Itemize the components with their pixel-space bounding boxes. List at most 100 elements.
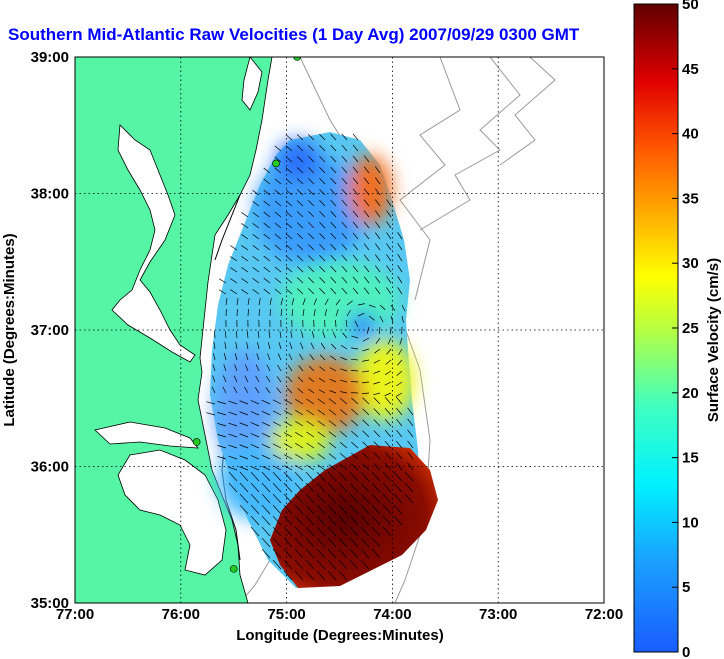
vector-arrow <box>272 526 282 537</box>
vector-arrow <box>283 465 293 471</box>
vector-arrow <box>256 353 260 361</box>
vector-arrow <box>217 401 227 405</box>
vector-arrow <box>272 493 282 504</box>
vector-arrow <box>296 145 304 152</box>
vector-arrow <box>317 431 326 438</box>
vector-arrow <box>398 348 403 356</box>
vector-arrow <box>340 379 348 383</box>
vector-arrow <box>252 200 260 207</box>
vector-arrow <box>349 515 359 526</box>
vector-arrow <box>397 359 403 366</box>
vector-arrow <box>373 392 381 396</box>
vector-arrow <box>305 471 315 482</box>
vector-arrow <box>338 570 348 581</box>
vector-arrow <box>250 504 260 515</box>
vector-arrow <box>258 298 261 306</box>
x-axis-ticks: 77:00 76:00 75:00 74:00 73:00 72:00 <box>56 606 623 623</box>
vector-arrow <box>362 359 370 362</box>
virginia-coast-patch <box>215 350 275 470</box>
vector-arrow <box>285 145 293 152</box>
vector-arrow <box>261 443 271 449</box>
vector-arrow <box>294 515 304 526</box>
vector-arrow <box>363 155 370 163</box>
vector-arrow <box>352 199 359 207</box>
vector-arrow <box>261 399 271 405</box>
colorbar <box>633 3 679 653</box>
vector-arrow <box>373 419 381 427</box>
vector-arrow <box>213 342 216 350</box>
vector-arrow <box>296 156 304 163</box>
vector-arrow <box>330 144 337 152</box>
vector-arrow <box>239 455 249 460</box>
vector-arrow <box>319 287 326 295</box>
vector-arrow <box>360 548 370 559</box>
vector-arrow <box>306 398 315 405</box>
vector-arrow <box>236 308 238 317</box>
vector-arrow <box>368 315 375 321</box>
vector-arrow <box>235 342 238 350</box>
vector-arrow <box>258 308 260 317</box>
vector-arrow <box>250 471 260 482</box>
vector-arrow <box>261 504 271 515</box>
vector-arrow <box>263 189 271 196</box>
vector-arrow <box>319 354 326 361</box>
vector-arrow <box>375 166 381 174</box>
vector-arrow <box>263 178 271 185</box>
vector-arrow <box>285 255 293 262</box>
vector-arrow <box>339 397 348 405</box>
vector-arrow <box>294 504 304 515</box>
colorbar-tick-label: 45 <box>682 61 699 78</box>
vector-arrow <box>349 526 359 537</box>
vector-arrow <box>316 493 326 504</box>
vector-arrow <box>329 367 337 372</box>
vector-arrow <box>375 254 381 262</box>
vector-arrow <box>340 344 348 350</box>
vector-arrow <box>279 331 282 339</box>
vector-arrow <box>283 443 293 449</box>
vector-arrow <box>384 408 392 416</box>
vector-arrow <box>360 515 370 526</box>
colorbar-tick-label: 20 <box>682 385 699 402</box>
vector-arrow <box>250 444 260 449</box>
vector-arrow <box>266 364 271 372</box>
vector-arrow <box>363 287 370 295</box>
y-tick-label: 37:00 <box>31 322 69 339</box>
vector-arrow <box>250 526 260 537</box>
vector-arrow <box>375 221 381 229</box>
vector-arrow <box>349 493 359 504</box>
vector-arrow <box>330 254 337 262</box>
vector-arrow <box>317 420 326 427</box>
vector-arrow <box>401 304 406 312</box>
vector-arrow <box>306 453 315 460</box>
vector-arrow <box>263 167 271 174</box>
vector-arrow <box>274 288 282 295</box>
colorbar-tick-label: 0 <box>682 644 690 659</box>
vector-arrow <box>352 166 359 174</box>
vector-arrow <box>393 471 403 482</box>
vector-arrow <box>295 442 304 449</box>
y-tick-label: 35:00 <box>31 595 69 612</box>
vector-arrow <box>294 471 304 482</box>
vector-arrow <box>295 398 304 405</box>
vector-arrow <box>266 375 271 383</box>
vector-arrow <box>305 570 315 581</box>
vector-arrow <box>397 265 403 273</box>
vector-arrow <box>295 420 304 427</box>
vector-arrow <box>217 423 227 427</box>
vector-arrow <box>252 211 260 218</box>
station-marker <box>272 159 280 168</box>
vector-arrow <box>276 376 282 383</box>
vector-arrow <box>254 386 260 394</box>
vector-arrow <box>285 211 293 218</box>
vector-arrow <box>386 221 392 229</box>
vector-arrow <box>352 221 359 229</box>
vector-arrow <box>396 451 403 460</box>
vector-arrow <box>396 440 403 449</box>
vector-arrow <box>330 177 337 185</box>
vector-arrow <box>252 277 260 284</box>
vector-arrow <box>397 243 403 251</box>
vector-arrow <box>319 166 326 174</box>
vector-arrow <box>283 471 293 482</box>
vector-arrow <box>228 422 238 427</box>
vector-arrow <box>319 232 326 240</box>
